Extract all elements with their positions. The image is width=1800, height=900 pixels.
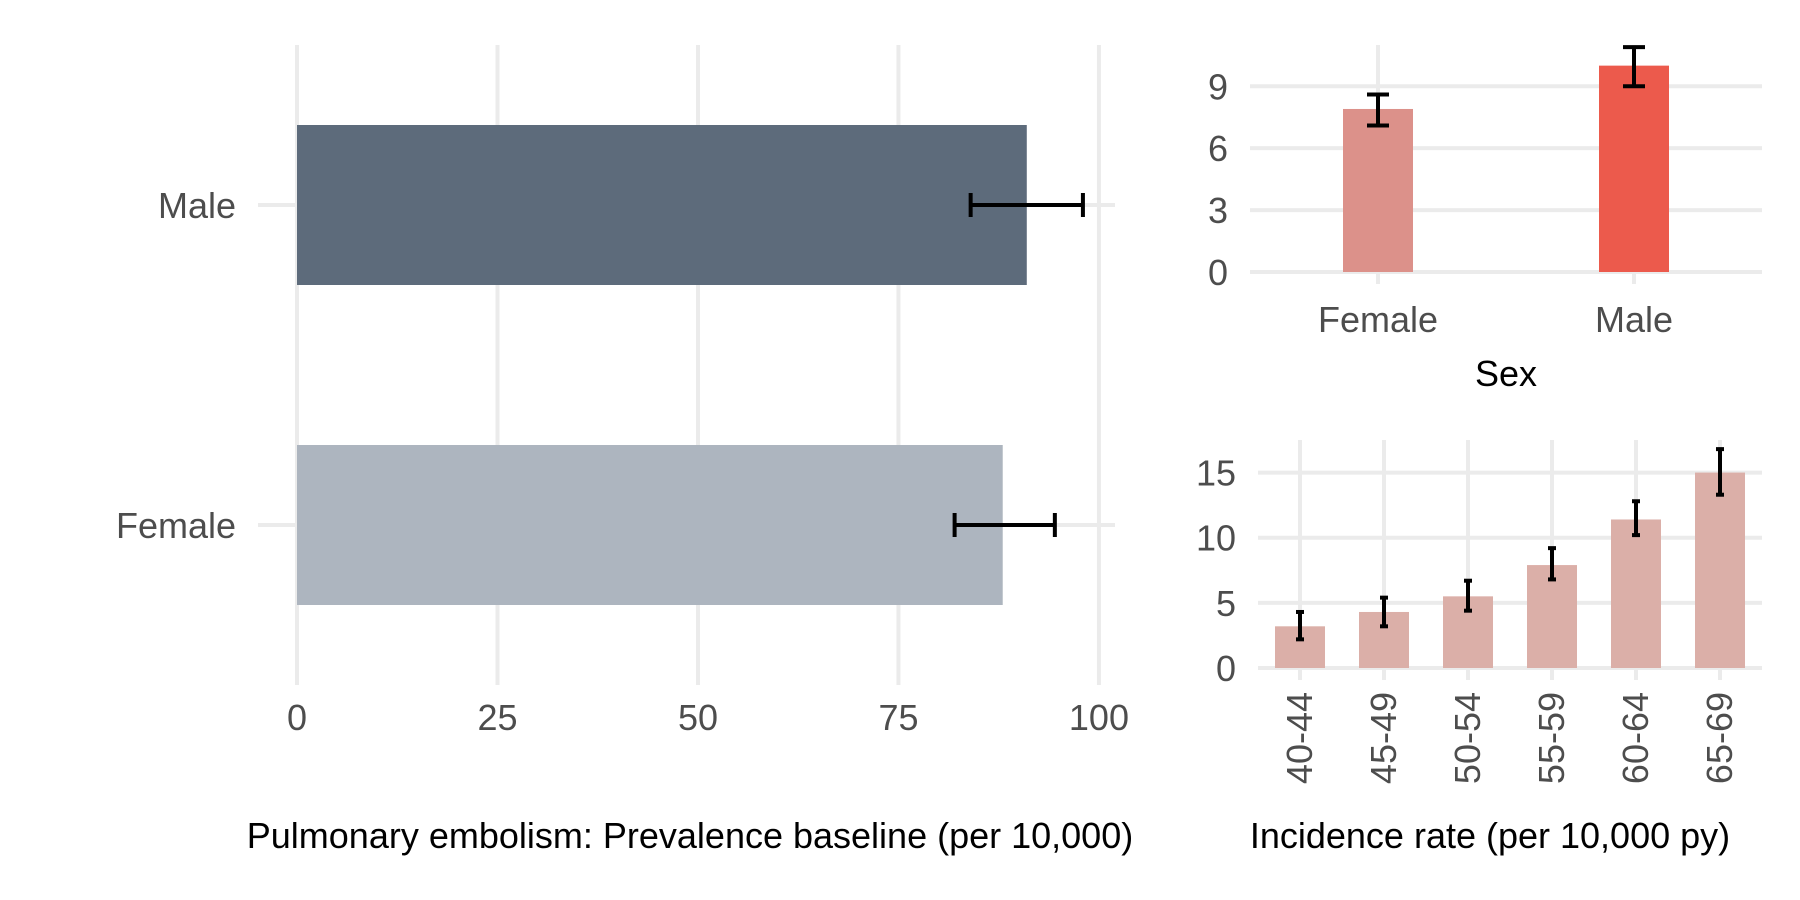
incidence-by-age-bar-60-64 [1611, 519, 1661, 668]
incidence-by-age-y-tick-label-0: 0 [1216, 648, 1236, 689]
prevalence-x-tick-label-1: 25 [477, 697, 517, 738]
prevalence-x-tick-label-3: 75 [878, 697, 918, 738]
incidence-by-age-error-bar-65-69 [1716, 447, 1724, 497]
incidence-by-sex-gridlines [1250, 45, 1762, 284]
incidence-by-age-error-bar-60-64 [1632, 499, 1640, 538]
incidence-by-sex-x-axis-title: Sex [1475, 353, 1537, 394]
prevalence-x-tick-label-0: 0 [287, 697, 307, 738]
prevalence-error-bar-male [968, 193, 1085, 217]
incidence-by-sex-y-tick-label-3: 9 [1208, 66, 1228, 107]
prevalence-panel: 0 25 50 75 100 Male Female Pulmonary embolism:… [116, 45, 1133, 856]
prevalence-x-tick-label-2: 50 [678, 697, 718, 738]
incidence-by-age-x-tick-label-55-59: 55-59 [1531, 692, 1572, 784]
incidence-by-age-error-bar-50-54 [1464, 578, 1472, 613]
incidence-by-age-bars [1275, 472, 1745, 668]
incidence-by-age-x-axis-title: Incidence rate (per 10,000 py) [1250, 815, 1730, 856]
incidence-by-age-y-tick-label-3: 15 [1196, 453, 1236, 494]
incidence-by-sex-error-bars [1367, 45, 1645, 128]
incidence-by-sex-y-tick-label-2: 6 [1208, 128, 1228, 169]
incidence-by-age-error-bar-40-44 [1296, 609, 1304, 642]
prevalence-y-tick-label-female: Female [116, 505, 236, 546]
incidence-by-sex-bars [1343, 65, 1669, 273]
prevalence-bars [297, 125, 1027, 605]
incidence-by-age-y-tick-label-1: 5 [1216, 583, 1236, 624]
incidence-by-age-bar-55-59 [1527, 565, 1577, 668]
incidence-by-sex-bar-female [1343, 108, 1413, 273]
incidence-by-sex-tick-labels: 0 3 6 9 Female Male [1208, 66, 1673, 340]
incidence-by-age-gridlines [1258, 440, 1762, 680]
incidence-by-age-error-bars [1296, 447, 1724, 642]
incidence-by-sex-x-tick-label-female: Female [1318, 299, 1438, 340]
incidence-by-sex-y-tick-label-1: 3 [1208, 190, 1228, 231]
incidence-by-sex-error-bar-female [1367, 92, 1389, 128]
prevalence-bar-female [297, 445, 1003, 605]
incidence-by-age-error-bar-45-49 [1380, 595, 1388, 629]
incidence-by-age-x-tick-label-50-54: 50-54 [1447, 692, 1488, 784]
prevalence-y-tick-label-male: Male [158, 185, 236, 226]
prevalence-x-tick-label-4: 100 [1069, 697, 1129, 738]
incidence-by-age-error-bar-55-59 [1548, 546, 1556, 582]
incidence-by-age-tick-labels: 0 5 10 15 40-44 45-49 50-54 55-59 60-64 65-69 [1196, 453, 1740, 785]
incidence-by-sex-error-bar-male [1623, 45, 1645, 89]
incidence-by-sex-panel: 0 3 6 9 Female Male Sex [1208, 45, 1762, 394]
prevalence-bar-male [297, 125, 1027, 285]
incidence-by-age-x-tick-label-65-69: 65-69 [1699, 692, 1740, 784]
incidence-by-age-x-tick-label-45-49: 45-49 [1363, 692, 1404, 784]
prevalence-x-axis-title: Pulmonary embolism: Prevalence baseline … [247, 815, 1133, 856]
incidence-by-sex-y-tick-label-0: 0 [1208, 252, 1228, 293]
incidence-by-age-y-tick-label-2: 10 [1196, 518, 1236, 559]
incidence-by-sex-bar-male [1599, 65, 1669, 273]
incidence-by-age-panel: 0 5 10 15 40-44 45-49 50-54 55-59 60-64 65-69 Inc… [1196, 440, 1762, 856]
incidence-by-age-x-tick-label-40-44: 40-44 [1279, 692, 1320, 784]
prevalence-error-bars [952, 193, 1085, 537]
prevalence-tick-labels: 0 25 50 75 100 Male Female [116, 185, 1129, 738]
prevalence-error-bar-female [952, 513, 1057, 537]
incidence-by-sex-x-tick-label-male: Male [1595, 299, 1673, 340]
incidence-by-age-x-tick-label-60-64: 60-64 [1615, 692, 1656, 784]
incidence-by-age-bar-65-69 [1695, 472, 1745, 668]
